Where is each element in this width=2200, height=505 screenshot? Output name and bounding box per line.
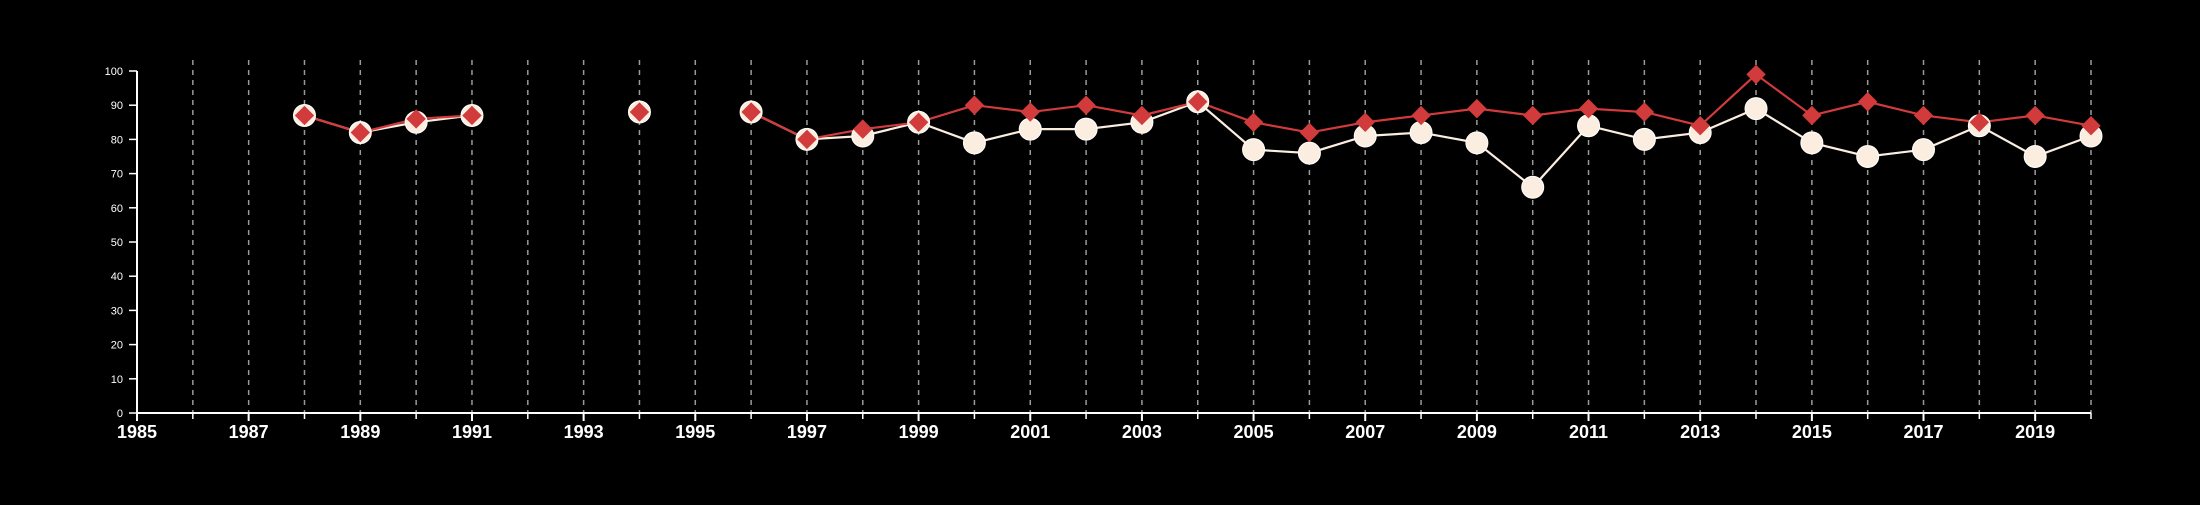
diamond-marker: [350, 122, 371, 143]
grid-lines: [192, 60, 2092, 413]
diamond-marker: [1132, 105, 1152, 126]
diamond-marker: [908, 112, 929, 133]
diamond-marker: [1857, 92, 1878, 112]
diamond-marker: [1969, 112, 1990, 133]
diamond-marker: [629, 102, 650, 122]
y-tick-label: 40: [111, 271, 123, 283]
x-tick-label: 2005: [1234, 422, 1274, 442]
circle-marker: [1521, 175, 1545, 199]
diamond-marker: [1243, 112, 1264, 133]
diamond-marker: [1802, 105, 1822, 126]
y-tick-label: 70: [111, 169, 123, 181]
circle-marker: [1074, 117, 1098, 141]
x-tick-label: 2003: [1122, 422, 1162, 442]
x-tick-label: 1993: [564, 422, 604, 442]
x-tick-label: 1987: [229, 422, 269, 442]
x-tick-label: 2011: [1569, 422, 1608, 442]
y-tick-label: 30: [111, 305, 123, 317]
diamond-marker: [462, 105, 482, 126]
diamond-marker: [1467, 98, 1487, 119]
x-tick-label: 2017: [1903, 422, 1943, 442]
y-tick-label: 0: [117, 408, 123, 420]
x-tick-label: 2013: [1680, 422, 1720, 442]
circle-marker: [2023, 145, 2047, 168]
diamond-marker: [1299, 122, 1320, 143]
x-tick-label: 2007: [1345, 422, 1385, 442]
circle-marker: [1912, 138, 1936, 162]
diamond-marker: [797, 129, 817, 150]
diamond-marker: [1411, 105, 1431, 126]
x-tick-label: 1991: [452, 422, 492, 442]
y-tick-label: 60: [111, 203, 123, 215]
x-tick-label: 1999: [899, 422, 939, 442]
x-tick-label: 2009: [1457, 422, 1497, 442]
x-tick-label: 1985: [117, 422, 157, 442]
circle-marker: [1744, 97, 1768, 121]
diamond-marker: [1578, 98, 1599, 119]
circle-marker: [1632, 127, 1656, 151]
y-tick-label: 90: [111, 100, 123, 112]
circle-marker: [1297, 141, 1321, 165]
diamond-marker: [1020, 102, 1040, 122]
x-tick-label: 1995: [675, 422, 715, 442]
axes: 0 10 20 30 40 50 60 70 80 90 100 1985 1987 1989 1991 19…: [105, 66, 2092, 442]
diamond-marker: [1076, 95, 1096, 115]
x-tick-label: 1997: [787, 422, 827, 442]
data-series: [292, 64, 2103, 199]
x-tick-label: 2019: [2015, 422, 2055, 442]
circle-marker: [1856, 145, 1880, 168]
diamond-marker: [2025, 105, 2045, 126]
diamond-series-line: [304, 114, 473, 134]
diamond-marker: [1188, 92, 1208, 112]
x-tick-label: 1989: [340, 422, 380, 442]
diamond-marker: [1355, 112, 1375, 133]
diamond-marker: [1746, 64, 1766, 85]
y-tick-label: 20: [111, 340, 123, 352]
diamond-marker: [406, 109, 426, 129]
x-tick-label: 2015: [1792, 422, 1832, 442]
diamond-marker: [964, 95, 985, 115]
x-tick-label: 2001: [1010, 422, 1050, 442]
diamond-marker: [853, 119, 873, 139]
y-tick-label: 10: [111, 374, 123, 386]
diamond-marker: [1634, 102, 1655, 122]
circle-marker: [1242, 138, 1266, 162]
diamond-marker: [2081, 116, 2101, 136]
circle-marker: [962, 131, 986, 155]
diamond-marker: [294, 105, 315, 126]
y-tick-label: 50: [111, 237, 123, 249]
diamond-marker: [1690, 116, 1710, 136]
circle-marker: [1465, 131, 1489, 155]
circle-marker: [1800, 131, 1824, 155]
y-tick-label: 100: [105, 66, 123, 78]
diamond-marker: [1523, 105, 1543, 126]
diamond-marker: [1913, 105, 1934, 126]
y-tick-label: 80: [111, 134, 123, 146]
diamond-marker: [741, 102, 761, 122]
